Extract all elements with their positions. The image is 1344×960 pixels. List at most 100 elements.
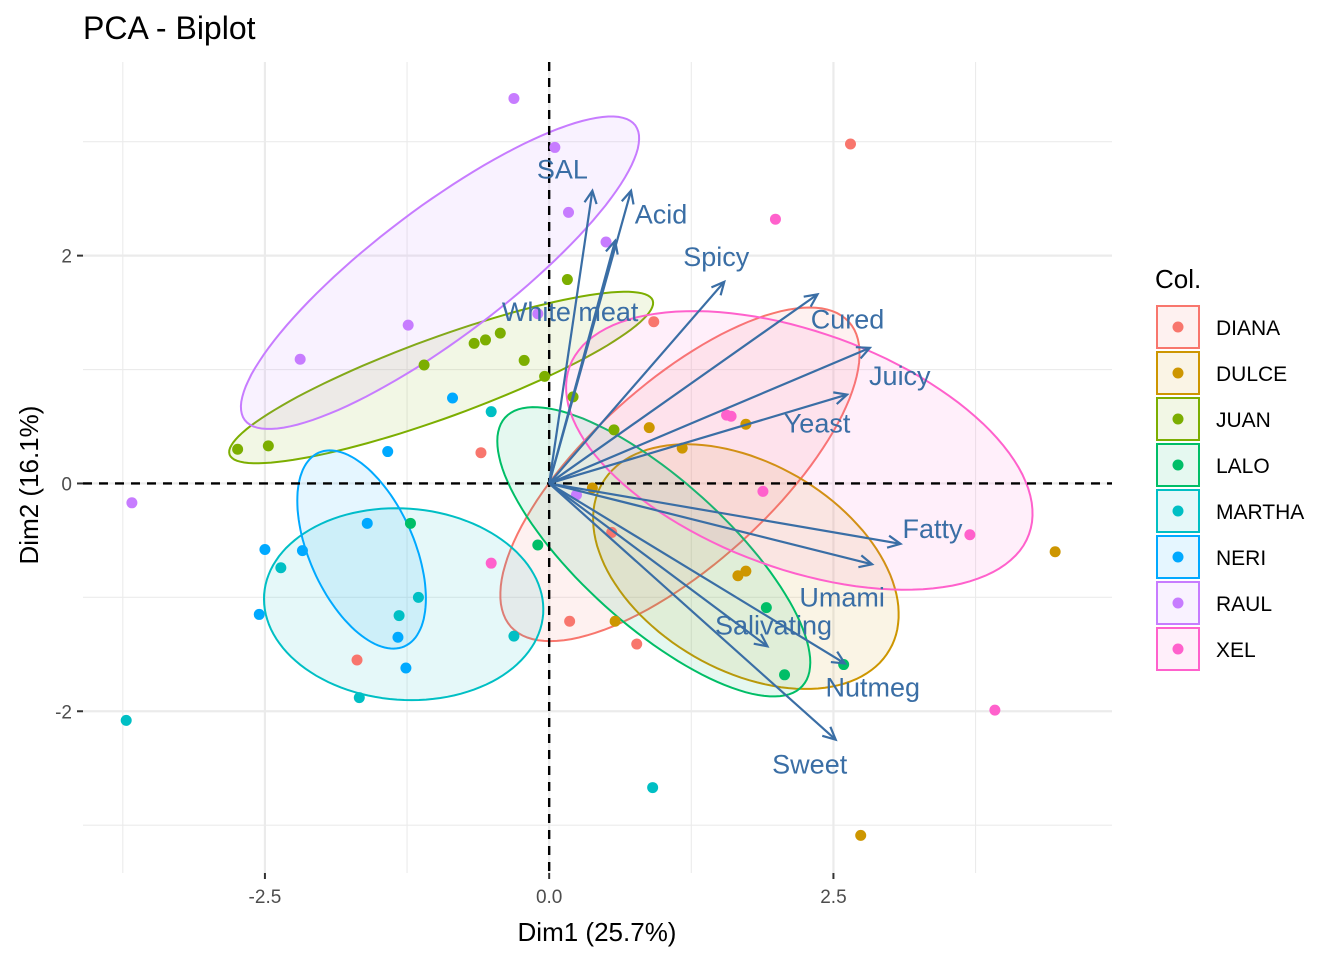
arrow-sal xyxy=(548,190,594,484)
arrow-salivating xyxy=(548,482,769,648)
point-diana xyxy=(844,138,856,150)
arrow-head xyxy=(858,554,875,569)
point-dulce xyxy=(855,829,867,841)
point-martha xyxy=(120,714,132,726)
point-neri xyxy=(253,608,265,620)
y-tick-label: 2 xyxy=(61,247,72,268)
point-diana xyxy=(475,447,487,459)
point-martha xyxy=(485,406,497,418)
point-lalo xyxy=(404,517,416,529)
point-juan xyxy=(608,424,620,436)
point-dulce xyxy=(1049,546,1061,558)
arrow-head xyxy=(620,188,635,205)
point-dulce xyxy=(740,565,752,577)
point-raul xyxy=(563,206,575,218)
point-martha xyxy=(508,630,520,642)
ellipse-lalo xyxy=(496,406,812,698)
x-tick-label: 2.5 xyxy=(820,887,846,908)
legend-label-lalo: LALO xyxy=(1216,455,1270,478)
point-dulce xyxy=(732,570,744,582)
arrow-label-salivating: Salivating xyxy=(715,610,832,640)
arrow-label-white-meat: White meat xyxy=(502,297,639,327)
point-raul xyxy=(402,319,414,331)
ellipse-raul xyxy=(239,115,641,430)
arrow-head xyxy=(855,346,873,360)
point-dulce xyxy=(609,615,621,627)
arrow-label-yeast: Yeast xyxy=(784,409,851,439)
arrow-umami xyxy=(548,482,873,566)
legend-label-diana: DIANA xyxy=(1216,317,1280,340)
arrow-label-cured: Cured xyxy=(811,304,885,334)
point-neri xyxy=(296,545,308,557)
point-juan xyxy=(418,359,430,371)
point-neri xyxy=(392,631,404,643)
point-xel xyxy=(989,704,1001,716)
point-dulce xyxy=(643,422,655,434)
legend-dot xyxy=(1172,459,1184,471)
chart-title: PCA - Biplot xyxy=(83,10,256,46)
arrow-white-meat xyxy=(548,240,617,484)
legend-dot xyxy=(1172,597,1184,609)
x-tick-label: 0.0 xyxy=(536,887,562,908)
point-raul xyxy=(294,353,306,365)
point-xel xyxy=(725,410,737,422)
arrow-nutmeg xyxy=(548,482,846,665)
point-martha xyxy=(647,782,659,794)
arrow-juicy xyxy=(548,346,871,485)
point-raul xyxy=(532,308,544,320)
point-raul xyxy=(549,141,561,153)
y-axis-title: Dim2 (16.1%) xyxy=(14,406,44,565)
point-martha xyxy=(353,692,365,704)
point-diana xyxy=(351,654,363,666)
legend-dot xyxy=(1172,367,1184,379)
arrow-label-juicy: Juicy xyxy=(869,361,931,391)
arrow-head xyxy=(583,188,598,205)
data-points xyxy=(120,92,1061,841)
point-xel xyxy=(769,213,781,225)
point-juan xyxy=(232,443,244,455)
legend-dot xyxy=(1172,551,1184,563)
y-tick-label: -2 xyxy=(55,702,72,723)
point-lalo xyxy=(779,669,791,681)
x-tick-label: -2.5 xyxy=(249,887,282,908)
point-diana xyxy=(631,638,643,650)
point-martha xyxy=(412,591,424,603)
legend-dot xyxy=(1172,413,1184,425)
point-neri xyxy=(382,446,394,458)
ellipse-juan xyxy=(228,290,655,465)
point-diana xyxy=(648,316,660,328)
point-xel xyxy=(485,557,497,569)
arrow-label-spicy: Spicy xyxy=(683,242,750,272)
arrow-sweet xyxy=(548,482,837,741)
legend-label-martha: MARTHA xyxy=(1216,501,1304,524)
arrow-head xyxy=(605,238,619,255)
zero-lines xyxy=(83,62,1112,873)
ellipse-martha xyxy=(262,507,545,702)
legend-dot xyxy=(1172,505,1184,517)
legend-dot xyxy=(1172,643,1184,655)
point-juan xyxy=(262,440,274,452)
point-diana xyxy=(606,526,618,538)
point-raul xyxy=(600,236,612,248)
arrow-head xyxy=(833,391,850,405)
arrow-label-acid: Acid xyxy=(635,200,688,230)
legend: Col. DIANA DULCE JUAN LALO MARTHA NERI RAUL XEL xyxy=(1155,264,1304,671)
point-xel xyxy=(757,485,769,497)
arrow-head xyxy=(803,292,820,308)
point-neri xyxy=(400,662,412,674)
arrow-head xyxy=(886,534,904,549)
point-neri xyxy=(447,392,459,404)
variable-arrows: SAL Acid White meat Spicy Cured Juicy Yeast Fat… xyxy=(502,155,963,780)
legend-label-dulce: DULCE xyxy=(1216,363,1287,386)
point-neri xyxy=(259,544,271,556)
arrow-spicy xyxy=(548,281,726,485)
x-axis-title: Dim1 (25.7%) xyxy=(518,917,677,947)
point-lalo xyxy=(760,602,772,614)
arrow-head xyxy=(821,726,838,742)
point-raul xyxy=(126,497,138,509)
point-lalo xyxy=(532,539,544,551)
legend-label-raul: RAUL xyxy=(1216,593,1272,616)
point-diana xyxy=(564,615,576,627)
arrow-fatty xyxy=(548,482,901,545)
point-martha xyxy=(393,610,405,622)
